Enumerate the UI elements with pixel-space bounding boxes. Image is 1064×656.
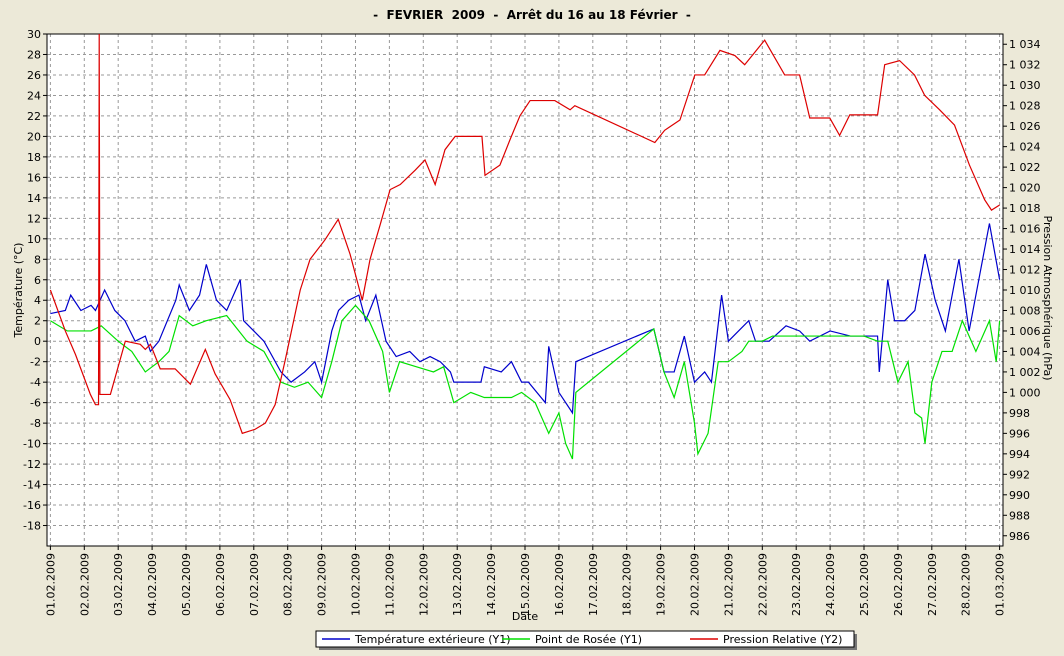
- x-tick-label: 27.02.2009: [926, 553, 939, 616]
- x-tick-label: 15.02.2009: [519, 553, 532, 616]
- legend-label: Température extérieure (Y1): [354, 633, 511, 646]
- x-tick-label: 01.03.2009: [994, 553, 1007, 616]
- legend-label: Pression Relative (Y2): [723, 633, 842, 646]
- legend: [315, 630, 855, 648]
- y-tick-label: 20: [27, 130, 41, 143]
- y2-tick-label: 1 016: [1009, 223, 1041, 236]
- y2-tick-label: 1 006: [1009, 325, 1041, 338]
- y2-tick-label: 1 018: [1009, 202, 1041, 215]
- y2-tick-label: 1 014: [1009, 243, 1041, 256]
- y-tick-label: -14: [23, 479, 41, 492]
- y2-tick-label: 986: [1009, 530, 1030, 543]
- x-tick-label: 12.02.2009: [417, 553, 430, 616]
- y-tick-label: -2: [30, 356, 41, 369]
- y-tick-label: -10: [23, 438, 41, 451]
- y2-tick-label: 1 012: [1009, 264, 1041, 277]
- x-tick-label: 28.02.2009: [960, 553, 973, 616]
- y-tick-label: 6: [34, 274, 41, 287]
- y-tick-label: -16: [23, 499, 41, 512]
- x-tick-label: 14.02.2009: [485, 553, 498, 616]
- x-tick-label: 01.02.2009: [44, 553, 57, 616]
- y-tick-label: -4: [30, 376, 41, 389]
- x-tick-label: 10.02.2009: [349, 553, 362, 616]
- series-line: [50, 223, 1001, 415]
- x-tick-label: 07.02.2009: [248, 553, 261, 616]
- y2-tick-label: 1 030: [1009, 79, 1041, 92]
- x-tick-label: 25.02.2009: [858, 553, 871, 616]
- plot-area: [47, 34, 1003, 546]
- x-tick-label: 22.02.2009: [756, 553, 769, 616]
- y-tick-label: 18: [27, 151, 41, 164]
- y-tick-label: -8: [30, 417, 41, 430]
- y-tick-label: 28: [27, 48, 41, 61]
- x-tick-label: 21.02.2009: [722, 553, 735, 616]
- y-tick-label: 22: [27, 110, 41, 123]
- y-tick-label: 16: [27, 171, 41, 184]
- y2-tick-label: 1 004: [1009, 345, 1041, 358]
- y2-axis-label: Pression Atmosphérique (hPa): [1041, 216, 1054, 381]
- y-axis-label: Température (°C): [12, 243, 25, 339]
- y-tick-label: 26: [27, 69, 41, 82]
- y2-tick-label: 1 008: [1009, 304, 1041, 317]
- y-tick-label: -6: [30, 397, 41, 410]
- y2-tick-label: 1 000: [1009, 386, 1041, 399]
- x-tick-label: 20.02.2009: [689, 553, 702, 616]
- y-tick-label: 30: [27, 28, 41, 41]
- x-tick-label: 02.02.2009: [78, 553, 91, 616]
- x-tick-label: 06.02.2009: [214, 553, 227, 616]
- x-axis-label: Date: [512, 610, 539, 623]
- x-tick-label: 16.02.2009: [553, 553, 566, 616]
- x-tick-label: 05.02.2009: [180, 553, 193, 616]
- x-tick-label: 03.02.2009: [112, 553, 125, 616]
- x-tick-label: 09.02.2009: [316, 553, 329, 616]
- plot-border: [46, 33, 1004, 547]
- y2-tick-label: 988: [1009, 509, 1030, 522]
- y-tick-label: 4: [34, 294, 41, 307]
- x-tick-label: 04.02.2009: [146, 553, 159, 616]
- y2-tick-label: 1 002: [1009, 366, 1041, 379]
- y-tick-label: 8: [34, 253, 41, 266]
- legend-label: Point de Rosée (Y1): [535, 633, 642, 646]
- y2-tick-label: 1 010: [1009, 284, 1041, 297]
- y-tick-label: 24: [27, 89, 41, 102]
- y-tick-label: -18: [23, 520, 41, 533]
- chart-title: - FEVRIER 2009 - Arrêt du 16 au 18 Févri…: [373, 8, 691, 22]
- y2-tick-label: 1 026: [1009, 120, 1041, 133]
- x-tick-label: 13.02.2009: [451, 553, 464, 616]
- series-line: [49, 33, 1000, 435]
- y-tick-label: 10: [27, 233, 41, 246]
- x-tick-label: 23.02.2009: [790, 553, 803, 616]
- y2-tick-label: 1 028: [1009, 100, 1041, 113]
- y-tick-label: 12: [27, 212, 41, 225]
- y-tick-label: 14: [27, 192, 41, 205]
- y2-tick-label: 992: [1009, 468, 1030, 481]
- x-tick-label: 11.02.2009: [383, 553, 396, 616]
- y2-tick-label: 994: [1009, 448, 1030, 461]
- y2-tick-label: 1 032: [1009, 59, 1041, 72]
- y2-tick-label: 1 024: [1009, 141, 1041, 154]
- y2-tick-label: 998: [1009, 407, 1030, 420]
- y2-tick-label: 990: [1009, 489, 1030, 502]
- y-tick-label: -12: [23, 458, 41, 471]
- series-line: [50, 304, 1001, 460]
- x-tick-label: 18.02.2009: [621, 553, 634, 616]
- x-tick-label: 24.02.2009: [824, 553, 837, 616]
- x-tick-label: 08.02.2009: [282, 553, 295, 616]
- x-tick-label: 26.02.2009: [892, 553, 905, 616]
- y2-tick-label: 996: [1009, 427, 1030, 440]
- y2-tick-label: 1 020: [1009, 182, 1041, 195]
- y-tick-label: 2: [34, 315, 41, 328]
- y2-tick-label: 1 034: [1009, 38, 1041, 51]
- y-tick-label: 0: [34, 335, 41, 348]
- x-tick-label: 19.02.2009: [655, 553, 668, 616]
- y2-tick-label: 1 022: [1009, 161, 1041, 174]
- x-tick-label: 17.02.2009: [587, 553, 600, 616]
